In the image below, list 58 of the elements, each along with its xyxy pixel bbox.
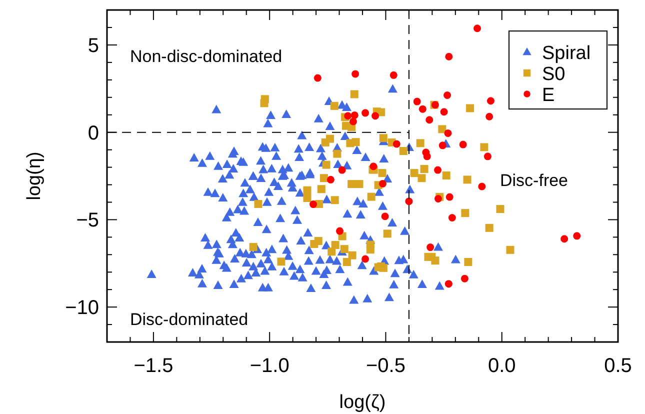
x-tick-label: 0.0 xyxy=(488,355,516,377)
point xyxy=(370,162,378,170)
point xyxy=(473,24,481,32)
x-tick-label: −1.0 xyxy=(250,355,290,377)
point xyxy=(314,74,322,82)
annotation: Non-disc-dominated xyxy=(130,47,282,66)
point xyxy=(446,193,454,201)
point xyxy=(478,182,486,190)
point xyxy=(486,97,494,105)
point xyxy=(434,166,442,174)
point xyxy=(448,214,456,222)
annotation: Disc-free xyxy=(500,171,568,190)
point xyxy=(560,235,568,243)
point xyxy=(440,108,448,116)
point xyxy=(310,200,318,208)
point xyxy=(460,274,468,282)
x-axis-title: log(ζ) xyxy=(339,392,386,413)
point xyxy=(459,140,467,148)
point xyxy=(444,129,452,137)
y-tick-label: −5 xyxy=(76,210,99,232)
legend-label: E xyxy=(542,85,555,106)
point xyxy=(362,255,370,263)
point xyxy=(390,71,398,79)
point xyxy=(445,52,453,60)
y-tick-label: −10 xyxy=(65,297,99,320)
x-tick-label: 0.5 xyxy=(604,355,632,377)
point xyxy=(362,109,370,117)
legend-label: S0 xyxy=(542,64,566,85)
point xyxy=(444,280,452,288)
y-tick-label: 0 xyxy=(88,122,99,144)
point xyxy=(573,232,581,240)
point xyxy=(349,118,357,126)
point xyxy=(486,112,494,120)
point xyxy=(426,244,434,252)
point xyxy=(352,70,360,78)
y-axis-title: log(η) xyxy=(24,152,45,200)
point xyxy=(392,140,400,148)
point xyxy=(378,180,386,188)
legend-label: Spiral xyxy=(542,43,591,64)
point xyxy=(423,152,431,160)
point xyxy=(426,116,434,124)
point xyxy=(326,176,334,184)
x-tick-label: −0.5 xyxy=(366,355,406,377)
point xyxy=(344,112,352,120)
point xyxy=(438,142,446,150)
point xyxy=(381,212,389,220)
point xyxy=(418,105,426,113)
point xyxy=(413,98,421,106)
point xyxy=(350,111,358,119)
y-tick-label: 5 xyxy=(88,34,99,57)
point xyxy=(372,112,380,120)
point xyxy=(336,227,344,235)
point xyxy=(338,166,346,174)
x-tick-label: −1.5 xyxy=(134,355,174,377)
point xyxy=(444,92,452,100)
point xyxy=(405,198,413,206)
point xyxy=(484,152,492,160)
annotation: Disc-dominated xyxy=(130,310,248,329)
